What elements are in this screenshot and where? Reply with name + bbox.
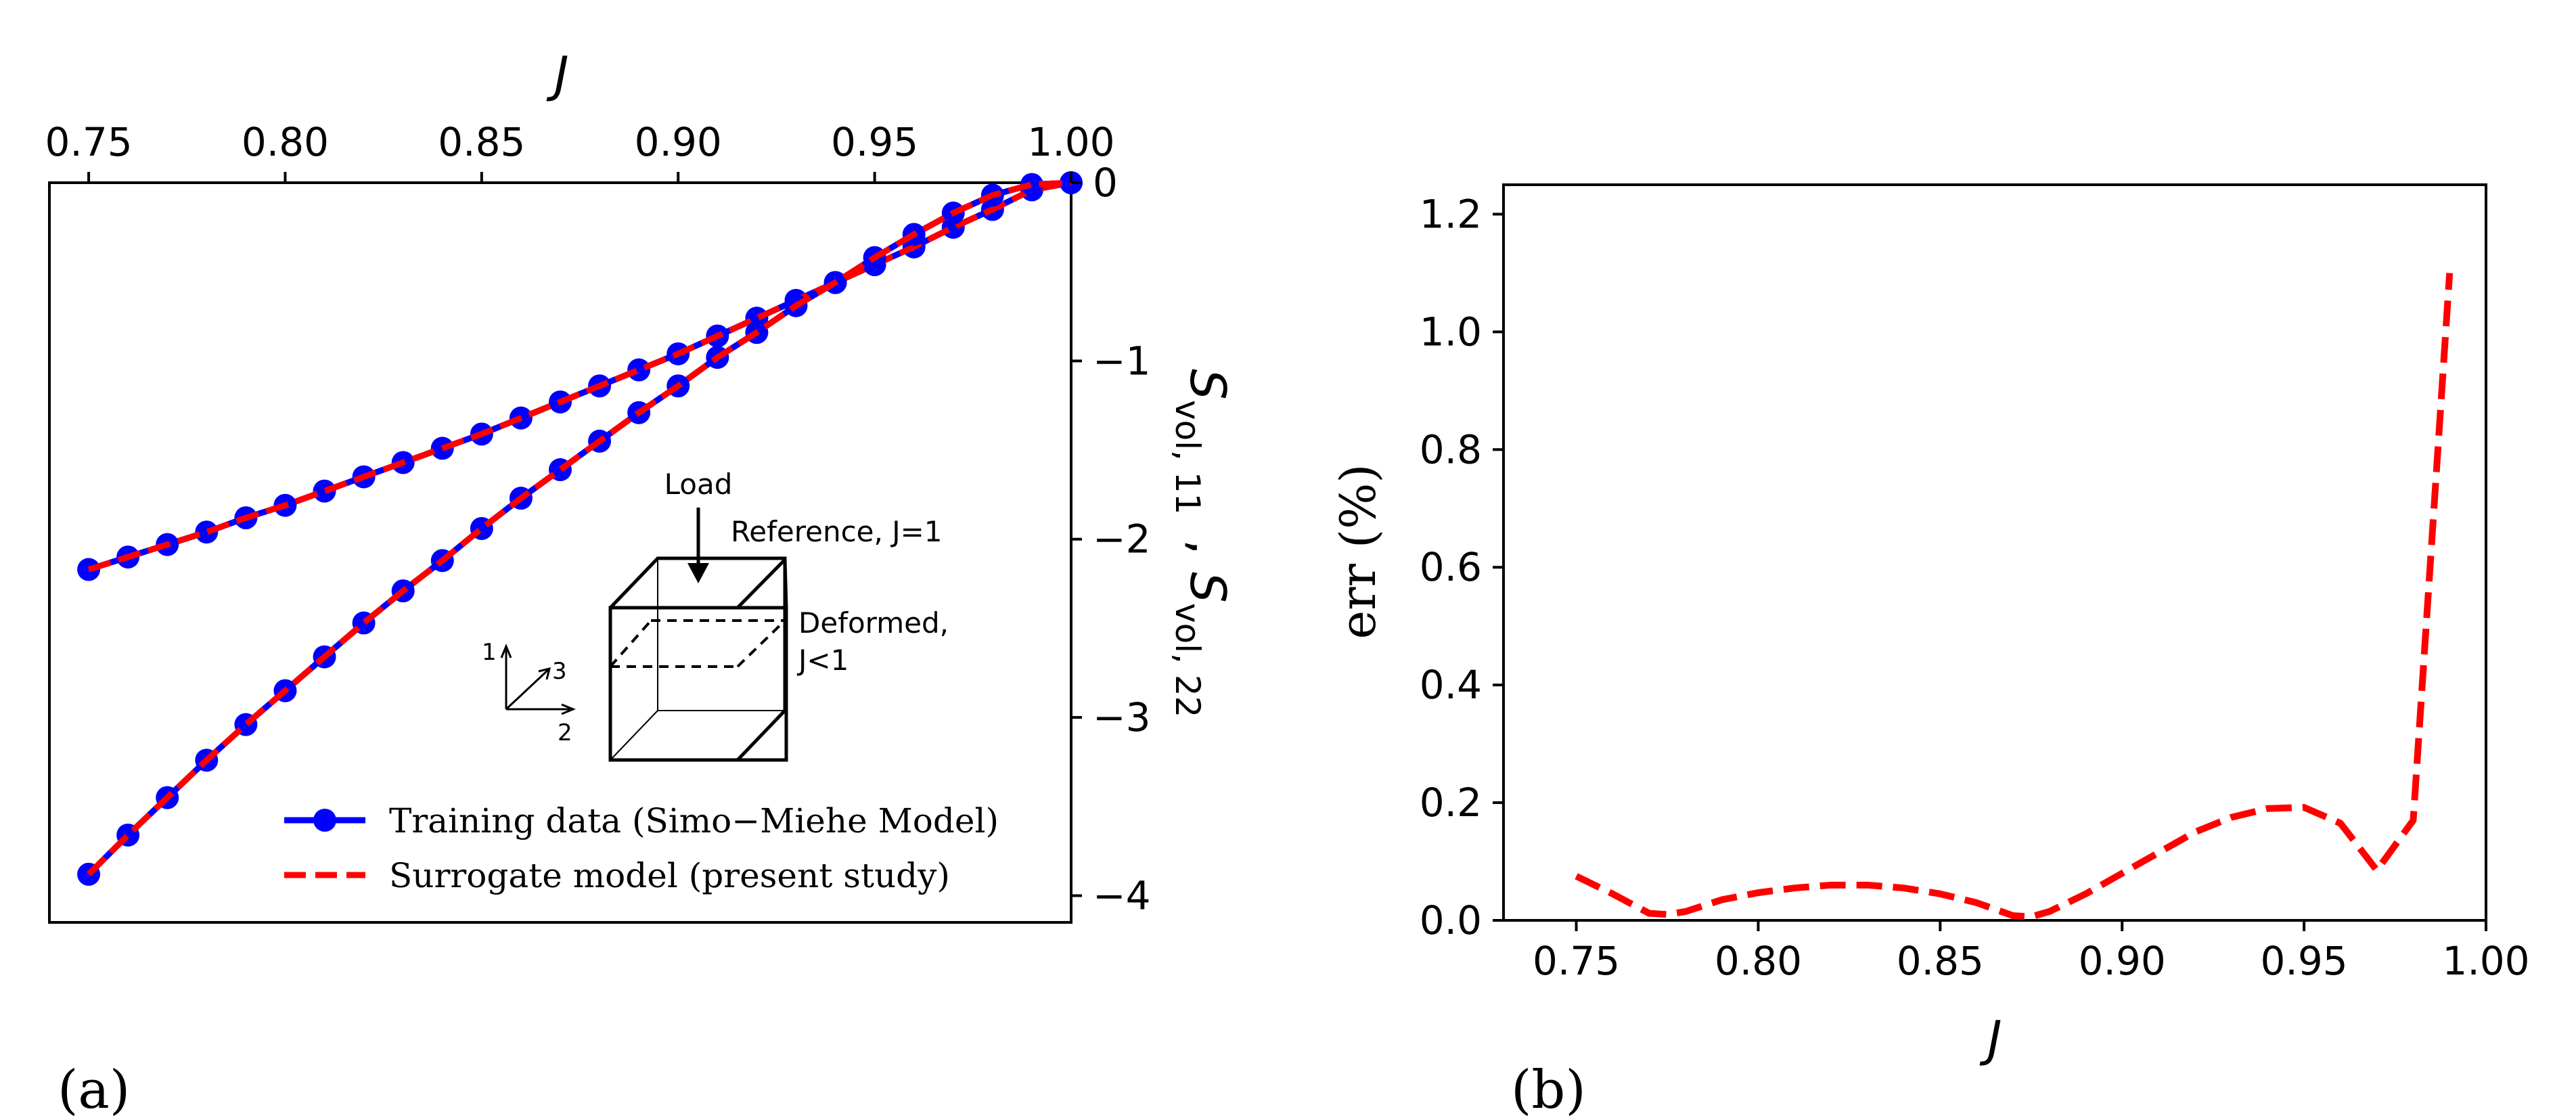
surrogate-line-y_upper (87, 179, 1072, 573)
y-tick-label: −3 (1093, 694, 1151, 740)
inset-deformed-label-1: Deformed, (798, 606, 949, 640)
panel-a-legend: Training data (Simo−Miehe Model) Surroga… (284, 801, 999, 895)
panel-a-series-layer (77, 171, 1083, 886)
x-tick-label: 0.80 (1715, 938, 1802, 984)
panel-a-y-ticks: 0 −1 −2 −3 −4 (1071, 160, 1151, 918)
y-label-main-2: S (1179, 572, 1236, 603)
x-tick-label: 0.95 (2261, 938, 2348, 984)
x-tick-label: 0.75 (45, 119, 133, 165)
y-tick-label: 0.6 (1420, 544, 1482, 590)
y-tick-label: 0.4 (1420, 662, 1482, 708)
y-tick-label: −2 (1093, 516, 1151, 562)
load-arrow-head-icon (687, 563, 709, 583)
x-tick-label: 0.85 (438, 119, 525, 165)
x-tick-label: 0.80 (242, 119, 329, 165)
training-line-y_upper (87, 179, 1072, 573)
x-tick-label: 1.00 (2442, 938, 2529, 984)
deformed-outline (609, 619, 786, 668)
panel-b-label: (b) (1511, 1060, 1586, 1120)
y-tick-label: 0.8 (1420, 426, 1482, 472)
y-label-sub-2: vol, 22 (1168, 603, 1207, 717)
panel-b: 0.75 0.80 0.85 0.90 0.95 1.00 0.0 0.2 0.4 0.6 0.8… (1330, 183, 2530, 1120)
triad-axis-2: 2 (558, 719, 572, 746)
error-line (1575, 273, 2454, 920)
training-point (195, 520, 219, 544)
y-tick-label: 1.2 (1420, 191, 1482, 237)
x-tick-label: 0.95 (831, 119, 918, 165)
reference-box (608, 556, 788, 762)
panel-b-y-ticks: 0.0 0.2 0.4 0.6 0.8 1.0 1.2 (1420, 191, 1504, 943)
panel-b-y-axis-label: err (%) (1330, 464, 1386, 640)
y-tick-label: 1.0 (1420, 309, 1482, 355)
inset-reference-label: Reference, J=1 (731, 515, 943, 548)
training-point (627, 358, 651, 382)
legend-label-surrogate: Surrogate model (present study) (389, 856, 950, 895)
surrogate-line-y_lower (86, 179, 1072, 877)
x-tick-label: 0.90 (2079, 938, 2166, 984)
y-label-sub-1: vol, 11 (1168, 400, 1207, 514)
panel-a-x-axis-label: J (546, 46, 568, 103)
panel-b-x-ticks: 0.75 0.80 0.85 0.90 0.95 1.00 (1533, 920, 2530, 984)
inset-schematic: Load Reference, J=1 Def (482, 468, 949, 762)
inset-deformed-label-2: J<1 (796, 644, 849, 677)
y-tick-label: 0 (1093, 160, 1118, 206)
panel-a-plot-frame (48, 181, 1072, 924)
y-tick-label: −1 (1093, 338, 1151, 384)
y-tick-label: 0.0 (1420, 897, 1482, 943)
triad-axis-1: 1 (482, 639, 497, 666)
triad-axis-3: 3 (552, 658, 567, 685)
panel-a-x-ticks: 0.75 0.80 0.85 0.90 0.95 1.00 (45, 119, 1115, 183)
coordinate-triad-icon (500, 644, 576, 715)
y-label-main-1: S (1179, 369, 1236, 400)
legend-label-training: Training data (Simo−Miehe Model) (389, 801, 999, 841)
x-tick-label: 0.85 (1897, 938, 1984, 984)
y-tick-label: 0.2 (1420, 780, 1482, 826)
panel-a-y-axis-label: S vol, 11 , S vol, 22 (1168, 369, 1236, 717)
panel-b-plot-frame (1502, 183, 2487, 922)
x-tick-label: 1.00 (1027, 119, 1114, 165)
training-point (1020, 173, 1043, 196)
panel-b-series-layer (1575, 273, 2454, 920)
panel-a: 0.75 0.80 0.85 0.90 0.95 1.00 0 −1 −2 −3 −4 J S v… (45, 46, 1236, 1120)
legend-swatch-training-marker (313, 809, 336, 832)
inset-load-label: Load (664, 468, 733, 501)
panel-b-x-axis-label: J (1979, 1010, 2002, 1067)
y-label-sep: , (1179, 539, 1236, 555)
x-tick-label: 0.90 (635, 119, 722, 165)
training-point (313, 479, 336, 503)
x-tick-label: 0.75 (1533, 938, 1620, 984)
y-tick-label: −4 (1093, 872, 1151, 918)
panel-a-label: (a) (58, 1060, 130, 1120)
